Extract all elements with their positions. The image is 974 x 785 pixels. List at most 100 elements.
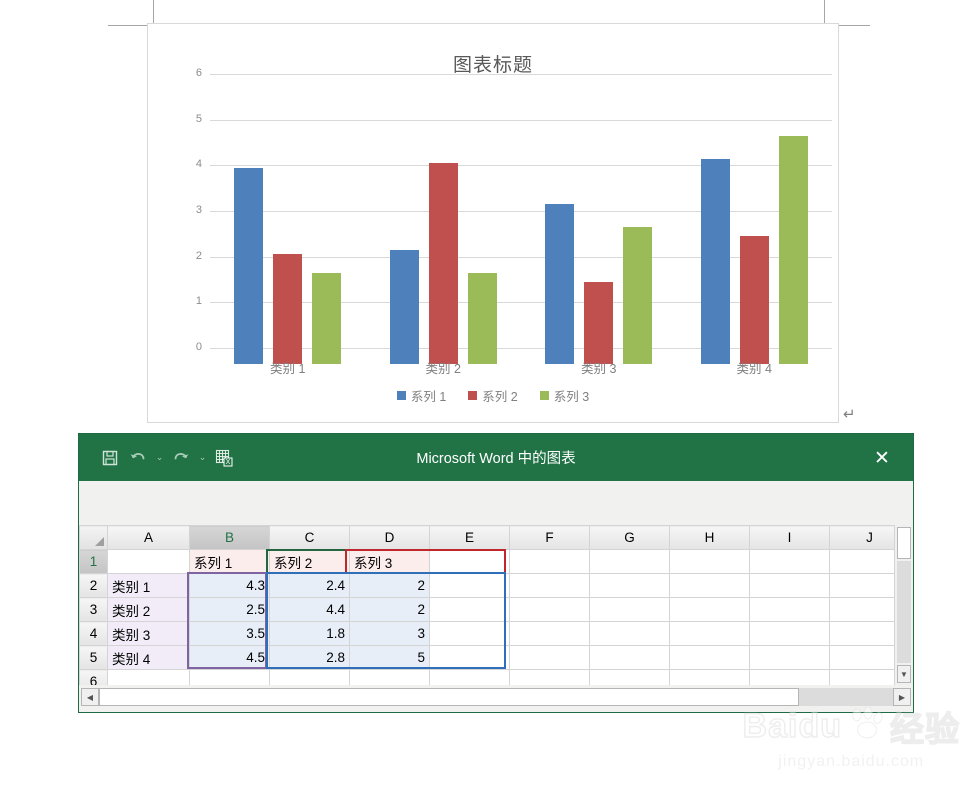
cell-D5[interactable]: 5 [349,645,430,670]
cell-B5[interactable]: 4.5 [189,645,270,670]
horizontal-scrollbar-track[interactable] [799,688,893,706]
cell-I5[interactable] [749,645,830,670]
column-header-i[interactable]: I [749,525,830,550]
column-header-a[interactable]: A [107,525,190,550]
cell-F3[interactable] [509,597,590,622]
cell-B4[interactable]: 3.5 [189,621,270,646]
cell-H4[interactable] [669,621,750,646]
column-header-g[interactable]: G [589,525,670,550]
cell-C3[interactable]: 4.4 [269,597,350,622]
scroll-down-arrow-icon[interactable]: ▼ [897,665,911,683]
bar[interactable] [234,167,264,364]
cell-G3[interactable] [589,597,670,622]
undo-icon[interactable] [125,445,151,471]
cell-H3[interactable] [669,597,750,622]
cell-A2[interactable]: 类别 1 [107,573,190,598]
row-header-2[interactable]: 2 [79,573,108,598]
scroll-left-arrow-icon[interactable]: ◀ [81,688,99,706]
bar[interactable] [623,227,653,364]
cell-A5[interactable]: 类别 4 [107,645,190,670]
cell-B1[interactable]: 系列 1 [189,549,270,574]
row-header-5[interactable]: 5 [79,645,108,670]
redo-dropdown-icon[interactable]: ⌄ [198,452,207,462]
cell-D4[interactable]: 3 [349,621,430,646]
undo-dropdown-icon[interactable]: ⌄ [155,452,164,462]
cell-B3[interactable]: 2.5 [189,597,270,622]
column-header-e[interactable]: E [429,525,510,550]
table-row[interactable]: 2 类别 1 4.3 2.4 2 [79,573,910,598]
bar[interactable] [700,158,730,364]
row-header-3[interactable]: 3 [79,597,108,622]
cell-D2[interactable]: 2 [349,573,430,598]
cell-G2[interactable] [589,573,670,598]
cell-C5[interactable]: 2.8 [269,645,350,670]
cell-A4[interactable]: 类别 3 [107,621,190,646]
cell-I2[interactable] [749,573,830,598]
cell-H1[interactable] [669,549,750,574]
cell-F2[interactable] [509,573,590,598]
legend-item[interactable]: 系列 3 [539,386,589,405]
bar[interactable] [273,254,303,364]
column-header-c[interactable]: C [269,525,350,550]
cell-B2[interactable]: 4.3 [189,573,270,598]
cell-D1[interactable]: 系列 3 [349,549,430,574]
cell-E5[interactable] [429,645,510,670]
table-row[interactable]: 1 系列 1 系列 2 系列 3 [79,549,910,574]
vertical-scrollbar[interactable]: ▼ [894,525,913,685]
cell-C2[interactable]: 2.4 [269,573,350,598]
cell-E1[interactable] [429,549,510,574]
bar[interactable] [584,281,614,364]
bar[interactable] [467,272,497,364]
cell-E3[interactable] [429,597,510,622]
legend-item[interactable]: 系列 2 [468,386,518,405]
legend-item[interactable]: 系列 1 [396,386,446,405]
horizontal-scrollbar[interactable]: ◀ ▶ [79,685,913,709]
cell-C4[interactable]: 1.8 [269,621,350,646]
cell-E2[interactable] [429,573,510,598]
cell-C1[interactable]: 系列 2 [269,549,350,574]
table-body[interactable]: 1 系列 1 系列 2 系列 3 2 类别 1 4.3 2.4 2 3 类别 2 2.5 4.4 2 4 类别… [79,549,910,694]
save-icon[interactable] [97,445,123,471]
table-row[interactable]: 4 类别 3 3.5 1.8 3 [79,621,910,646]
chart-legend[interactable]: 系列 1 系列 2 系列 3 [148,386,838,405]
cell-A3[interactable]: 类别 2 [107,597,190,622]
bar[interactable] [545,204,575,364]
cell-F4[interactable] [509,621,590,646]
column-header-b[interactable]: B [189,525,270,550]
cell-I3[interactable] [749,597,830,622]
bar[interactable] [389,249,419,364]
row-header-4[interactable]: 4 [79,621,108,646]
horizontal-scrollbar-thumb[interactable] [99,688,799,706]
bar[interactable] [778,135,808,364]
select-all-corner[interactable] [79,525,108,550]
redo-icon[interactable] [168,445,194,471]
column-header-h[interactable]: H [669,525,750,550]
bar[interactable] [312,272,342,364]
column-header-f[interactable]: F [509,525,590,550]
cell-F1[interactable] [509,549,590,574]
cell-G1[interactable] [589,549,670,574]
cell-A1[interactable] [107,549,190,574]
cell-F5[interactable] [509,645,590,670]
cell-H2[interactable] [669,573,750,598]
bar[interactable] [739,236,769,364]
table-row[interactable]: 3 类别 2 2.5 4.4 2 [79,597,910,622]
column-header-d[interactable]: D [349,525,430,550]
vertical-scrollbar-track[interactable] [897,561,911,663]
cell-G5[interactable] [589,645,670,670]
edit-data-in-excel-icon[interactable]: X [211,445,237,471]
vertical-scrollbar-thumb[interactable] [897,527,911,559]
cell-E4[interactable] [429,621,510,646]
row-header-1[interactable]: 1 [79,549,108,574]
close-icon[interactable]: ✕ [874,447,890,469]
table-row[interactable]: 5 类别 4 4.5 2.8 5 [79,645,910,670]
cell-G4[interactable] [589,621,670,646]
scroll-right-arrow-icon[interactable]: ▶ [893,688,911,706]
cell-I1[interactable] [749,549,830,574]
cell-I4[interactable] [749,621,830,646]
cell-D3[interactable]: 2 [349,597,430,622]
cell-H5[interactable] [669,645,750,670]
